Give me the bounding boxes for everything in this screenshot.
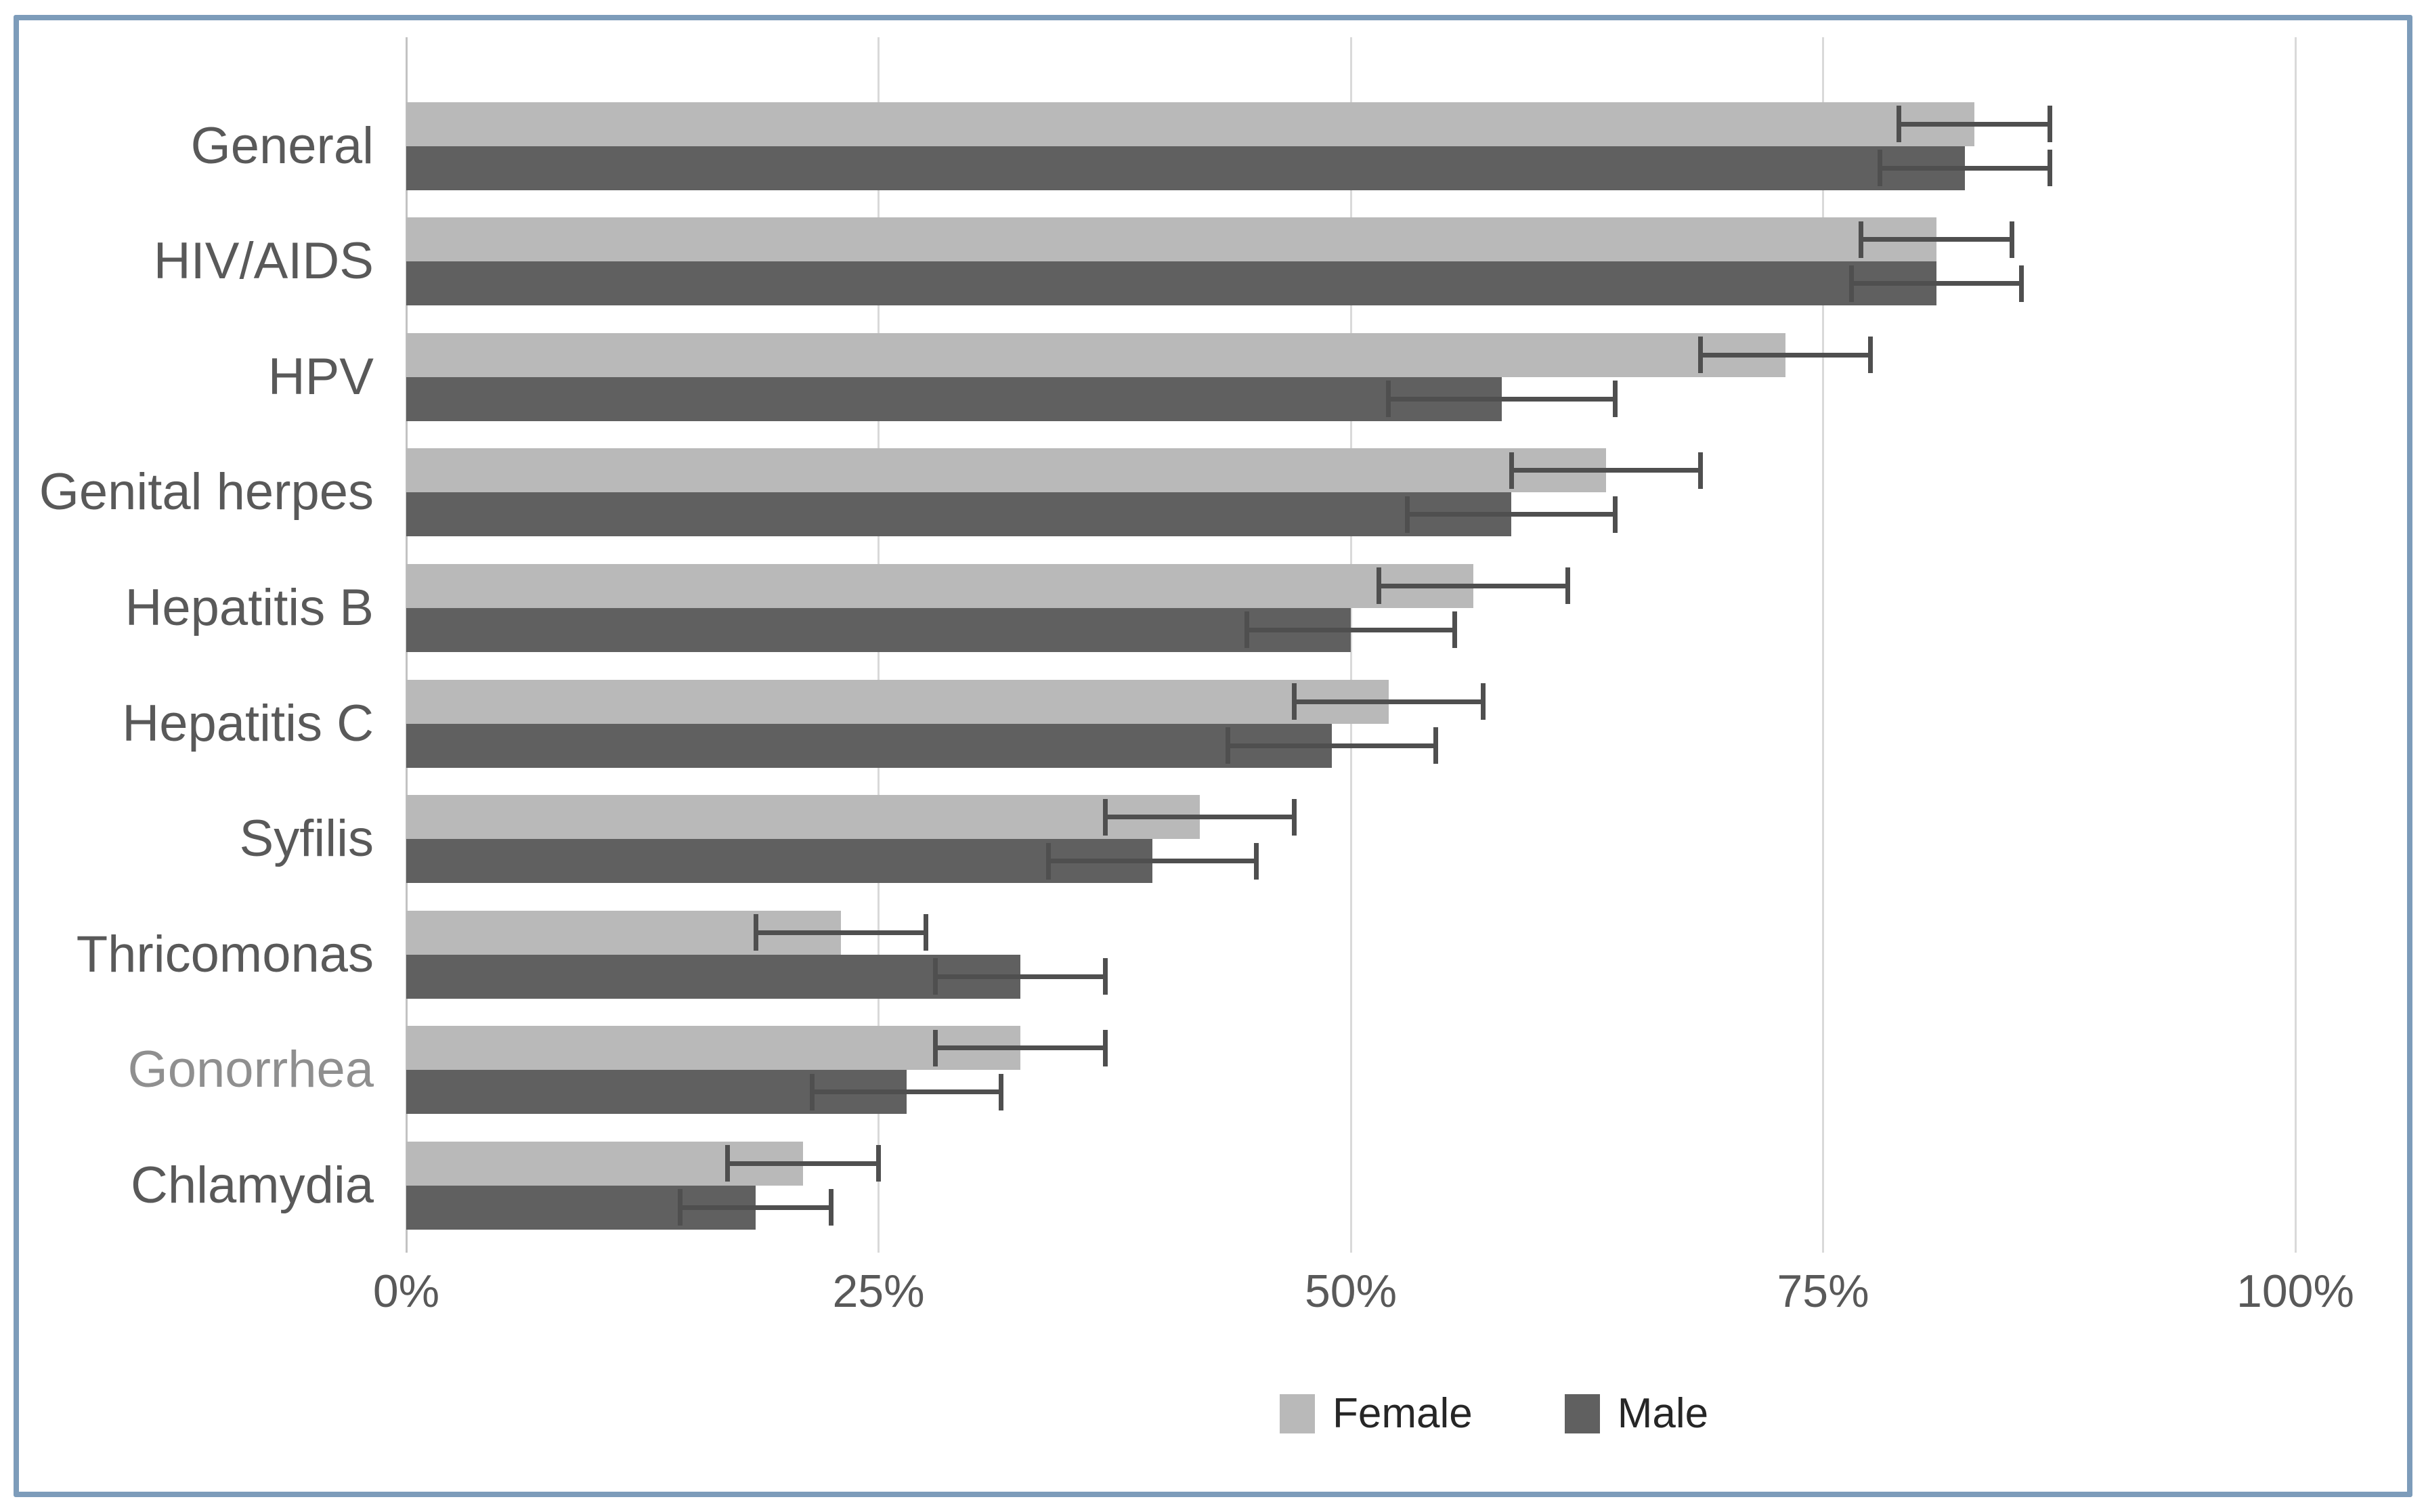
error-bar-line [1861,237,2012,242]
bar-female-1 [406,217,1936,262]
error-bar-line [1899,121,2050,127]
error-bar-line [1105,815,1295,820]
error-bar-line [680,1205,831,1210]
x-tick-label: 75% [1777,1266,1869,1317]
x-tick-label: 0% [372,1266,440,1317]
error-bar-cap [1046,842,1052,880]
error-bar-line [756,930,926,935]
legend-swatch-female [1280,1394,1315,1433]
legend-label-male: Male [1617,1390,1709,1437]
bar-female-0 [406,102,1974,146]
category-label: Hepatitis C [122,694,374,752]
error-bar-cap [1102,798,1108,836]
error-bar-line [1379,583,1568,588]
error-bar-cap [1697,452,1703,489]
bar-female-6 [406,795,1200,840]
category-label: Thricomonas [76,925,374,983]
legend-swatch-male [1564,1394,1600,1433]
error-bar-cap [1386,381,1391,418]
bar-female-4 [406,563,1474,608]
bar-male-5 [406,723,1333,768]
legend-label-female: Female [1333,1390,1473,1437]
error-bar-cap [1244,611,1250,649]
bar-male-3 [406,492,1512,537]
error-bar-cap [1858,221,1863,258]
error-bar-cap [724,1145,730,1182]
error-bar-cap [932,1029,938,1066]
category-label: Syfilis [239,810,374,868]
error-bar-cap [753,914,758,951]
error-bar-line [1228,743,1436,748]
category-label: HIV/AIDS [153,232,374,290]
error-bar-cap [1433,727,1439,764]
error-bar-line [935,1045,1106,1051]
error-bar-cap [1452,611,1457,649]
x-tick-label: 100% [2236,1266,2354,1317]
category-label: Hepatitis B [125,578,374,636]
error-bar-line [1048,859,1257,864]
error-bar-cap [1565,567,1571,605]
error-bar-line [1407,512,1616,517]
error-bar-cap [1867,337,1873,374]
error-bar-cap [1877,150,1882,186]
error-bar-cap [1697,337,1703,374]
error-bar-cap [999,1073,1004,1110]
error-bar-line [1247,627,1455,632]
error-bar-line [1880,165,2050,171]
category-label: General [190,116,374,175]
error-bar-cap [2010,221,2014,258]
error-bar-cap [932,958,938,995]
x-tick-label: 25% [832,1266,925,1317]
category-label: HPV [267,347,374,406]
bar-male-6 [406,839,1153,884]
error-bar-line [1851,281,2022,286]
category-label: Genital herpes [39,463,374,521]
bar-male-7 [406,954,1020,999]
error-bar-line [1700,352,1871,358]
error-bar-line [935,974,1106,979]
error-bar-cap [923,914,928,951]
error-bar-cap [829,1189,834,1226]
error-bar-cap [810,1073,815,1110]
error-bar-line [1294,699,1483,704]
error-bar-cap [1405,496,1410,533]
error-bar-cap [1896,106,1901,142]
bar-female-5 [406,679,1389,724]
error-bar-line [727,1161,879,1166]
bar-male-0 [406,146,1965,190]
error-bar-cap [2047,106,2052,142]
bar-male-4 [406,607,1351,652]
bar-female-2 [406,332,1785,377]
error-bar-line [1388,396,1616,402]
bar-male-1 [406,261,1936,306]
legend: Female Male [1280,1389,1708,1438]
error-bar-cap [1848,265,1854,302]
error-bar-cap [2018,265,2024,302]
bar-female-3 [406,448,1606,493]
error-bar-cap [1613,381,1618,418]
error-bar-cap [876,1145,881,1182]
error-bar-cap [1102,1029,1108,1066]
error-bar-cap [1291,798,1297,836]
error-bar-cap [1613,496,1618,533]
x-tick-label: 50% [1304,1266,1398,1317]
error-bar-cap [1254,842,1259,880]
bar-female-8 [406,1026,1020,1071]
error-bar-cap [1226,727,1231,764]
error-bar-cap [2047,150,2052,186]
error-bar-line [1511,468,1701,473]
error-bar-line [812,1089,1001,1095]
error-bar-cap [1480,683,1486,720]
category-label: Gonorrhea [127,1041,374,1099]
gridline-75% [1822,37,1824,1253]
gridline-50% [1349,37,1352,1253]
error-bar-cap [1291,683,1297,720]
error-bar-cap [1509,452,1514,489]
gridline-100% [2294,37,2297,1253]
error-bar-cap [678,1189,683,1226]
error-bar-cap [1102,958,1108,995]
category-label: Chlamydia [130,1156,374,1214]
error-bar-cap [1377,567,1382,605]
bar-male-2 [406,376,1502,421]
